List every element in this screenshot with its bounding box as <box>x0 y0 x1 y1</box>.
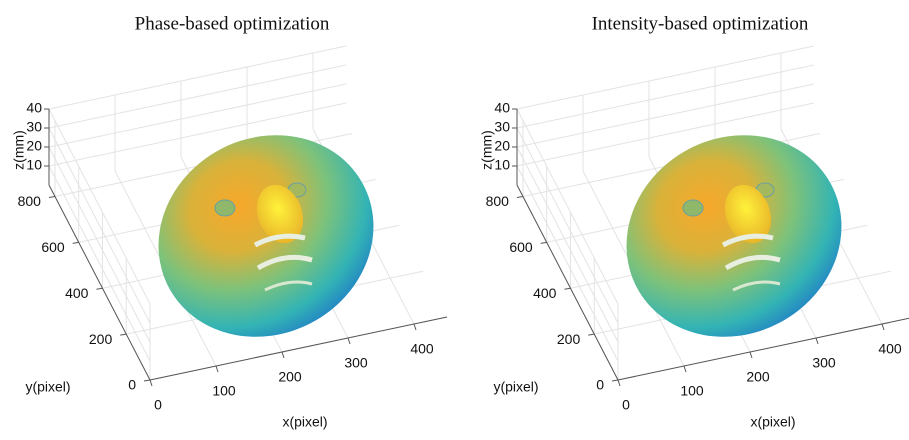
z-tick-label: 40 <box>494 100 510 116</box>
z-axis-label: z(mm) <box>479 130 495 170</box>
y-tick-label: 800 <box>486 193 510 209</box>
grid-line <box>49 65 346 128</box>
x-tick-label: 200 <box>746 369 770 385</box>
y-tick-label: 800 <box>18 193 42 209</box>
grid-line <box>49 46 346 109</box>
x-tick <box>882 324 884 330</box>
x-tick-label: 400 <box>878 341 902 357</box>
eye <box>683 200 703 216</box>
y-tick <box>517 196 523 197</box>
z-tick-label: 30 <box>494 119 510 135</box>
z-axis-label: z(mm) <box>11 130 27 170</box>
x-tick-label: 0 <box>622 397 630 413</box>
eye <box>215 200 235 216</box>
x-tick <box>216 366 218 372</box>
x-tick <box>348 338 350 344</box>
y-axis-label: y(pixel) <box>493 379 538 395</box>
x-tick-label: 100 <box>680 383 704 399</box>
panel: Phase-based optimization 0 100 200 300 400 0 20… <box>11 13 447 429</box>
y-tick <box>96 288 102 289</box>
x-tick-label: 300 <box>812 355 836 371</box>
x-tick-label: 0 <box>154 397 162 413</box>
chart-title: Phase-based optimization <box>135 13 330 34</box>
surface <box>123 98 409 374</box>
y-axis <box>517 185 618 380</box>
y-tick <box>73 242 79 243</box>
x-tick <box>150 380 152 386</box>
x-tick-label: 400 <box>410 341 434 357</box>
grid-line <box>517 109 618 304</box>
x-tick <box>414 324 416 330</box>
y-tick <box>564 288 570 289</box>
x-tick-label: 100 <box>212 383 236 399</box>
x-tick <box>816 338 818 344</box>
grid-line <box>49 109 150 304</box>
x-axis-label: x(pixel) <box>282 414 327 430</box>
z-tick-label: 20 <box>26 138 42 154</box>
y-tick <box>120 334 126 335</box>
grid-line <box>49 84 346 147</box>
grid-line <box>517 65 814 128</box>
figure: Phase-based optimization0100200300400020… <box>0 0 909 440</box>
y-tick-label: 200 <box>89 331 113 347</box>
z-tick-label: 10 <box>494 157 510 173</box>
x-tick-label: 300 <box>344 355 368 371</box>
x-tick <box>618 380 620 386</box>
grid-line <box>517 46 814 109</box>
z-tick-label: 10 <box>26 157 42 173</box>
z-tick-label: 30 <box>26 119 42 135</box>
y-tick-label: 400 <box>65 285 89 301</box>
x-tick-label: 200 <box>278 369 302 385</box>
y-tick <box>144 380 150 381</box>
x-tick <box>750 352 752 358</box>
z-tick-label: 20 <box>494 138 510 154</box>
y-axis-label: y(pixel) <box>25 379 70 395</box>
z-tick-label: 40 <box>26 100 42 116</box>
y-tick <box>612 380 618 381</box>
y-tick-label: 600 <box>41 239 65 255</box>
x-tick <box>282 352 284 358</box>
chart-title: Intensity-based optimization <box>592 13 809 34</box>
y-tick <box>588 334 594 335</box>
y-tick <box>541 242 547 243</box>
y-axis <box>49 185 150 380</box>
y-tick-label: 0 <box>596 377 604 393</box>
y-tick-label: 0 <box>128 377 136 393</box>
grid-line <box>517 84 814 147</box>
y-tick-label: 200 <box>557 331 581 347</box>
y-tick-label: 600 <box>509 239 533 255</box>
surface <box>591 98 877 374</box>
y-tick <box>49 196 55 197</box>
y-tick-label: 400 <box>533 285 557 301</box>
x-tick <box>684 366 686 372</box>
x-axis-label: x(pixel) <box>750 414 795 430</box>
panel: Intensity-based optimization010020030040… <box>479 13 909 429</box>
